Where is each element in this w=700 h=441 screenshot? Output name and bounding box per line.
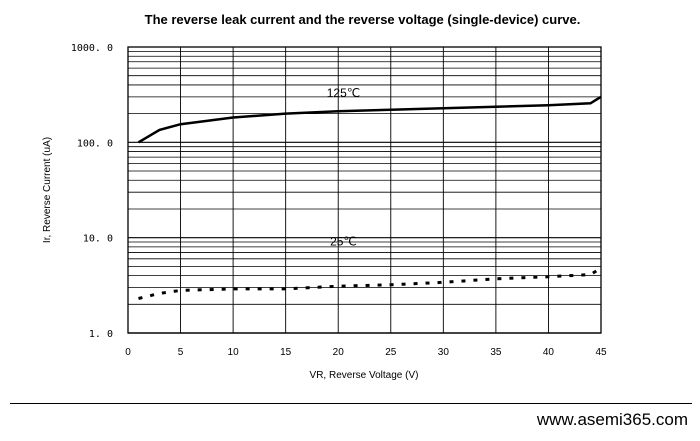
chart-title: The reverse leak current and the reverse… bbox=[144, 12, 581, 27]
series-line-25c bbox=[138, 266, 602, 300]
series-line-125c bbox=[137, 95, 602, 144]
x-axis-label: VR, Reverse Voltage (V) bbox=[310, 370, 419, 381]
y-tick-label: 1. 0 bbox=[89, 329, 113, 340]
y-tick-label: 100. 0 bbox=[77, 138, 113, 149]
series-label: 25℃ bbox=[330, 234, 357, 248]
x-tick-label: 5 bbox=[178, 347, 184, 358]
website-footer: www.asemi365.com bbox=[536, 410, 688, 429]
series-label: 125℃ bbox=[327, 86, 361, 100]
y-tick-label: 10. 0 bbox=[83, 234, 113, 245]
x-tick-label: 35 bbox=[490, 347, 502, 358]
x-tick-label: 20 bbox=[333, 347, 345, 358]
footer-divider bbox=[10, 403, 692, 404]
plot-frame bbox=[127, 46, 602, 334]
y-tick-label: 1000. 0 bbox=[71, 43, 113, 54]
y-axis-label: Ir, Reverse Current (uA) bbox=[42, 137, 53, 243]
x-tick-label: 30 bbox=[438, 347, 450, 358]
x-tick-label: 40 bbox=[543, 347, 555, 358]
x-tick-label: 15 bbox=[280, 347, 292, 358]
x-tick-label: 45 bbox=[595, 347, 607, 358]
x-tick-label: 10 bbox=[228, 347, 240, 358]
x-tick-label: 25 bbox=[385, 347, 397, 358]
x-tick-label: 0 bbox=[125, 347, 131, 358]
